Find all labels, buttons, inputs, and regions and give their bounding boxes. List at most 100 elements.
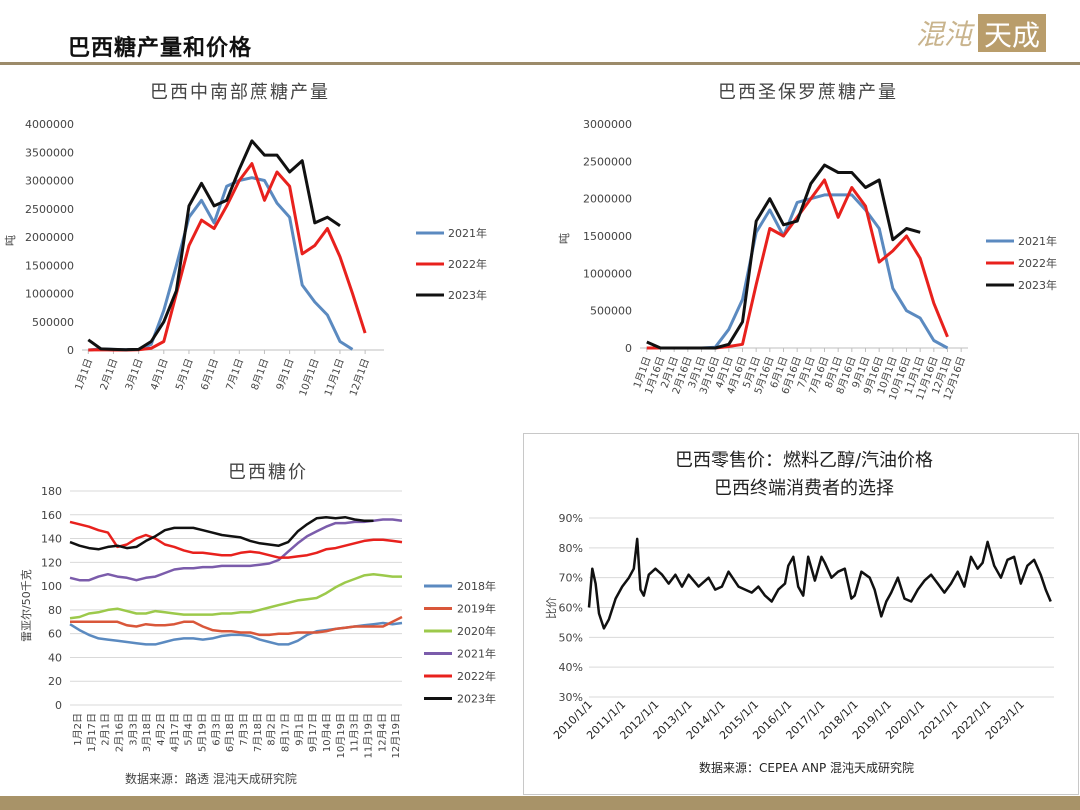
y-axis-label: 比价	[545, 597, 558, 619]
series-line-4	[69, 520, 403, 559]
series-line-5	[69, 515, 374, 551]
x-tick-label: 9月1日	[274, 357, 296, 392]
legend-label: 2021年	[448, 226, 487, 240]
y-tick-label: 40%	[559, 661, 583, 674]
legend-label: 2022年	[1018, 256, 1057, 270]
header-divider	[0, 62, 1080, 65]
y-tick-label: 60	[48, 628, 62, 641]
series-line-1	[70, 615, 403, 637]
y-tick-label: 70%	[559, 572, 583, 585]
legend-label: 2021年	[1018, 234, 1057, 248]
chart-title: 巴西零售价：燃料乙醇/汽油价格	[675, 450, 933, 471]
y-axis-label: 吨	[558, 233, 571, 244]
y-tick-label: 30%	[559, 691, 583, 704]
y-tick-label: 50%	[559, 631, 583, 644]
x-tick-label: 4月1日	[148, 357, 170, 392]
x-tick-label: 6月1日	[198, 357, 220, 392]
y-tick-label: 3500000	[25, 146, 74, 159]
x-tick-label: 2月16日	[113, 713, 125, 752]
x-tick-label: 2月1日	[100, 713, 112, 746]
chart-central-south-sugar-production: 巴西中南部蔗糖产量 0 500000 1000000 1500000 2000000 250…	[4, 82, 487, 398]
y-axis-label: 雷亚尔/50千克	[20, 569, 33, 642]
y-tick-label: 0	[67, 344, 74, 357]
y-tick-label: 60%	[559, 602, 583, 615]
chart-subtitle: 巴西终端消费者的选择	[714, 478, 894, 499]
y-tick-label: 1500000	[583, 230, 632, 243]
x-tick-label: 10月1日	[297, 357, 322, 398]
chart-sao-paulo-sugar-production: 巴西圣保罗蔗糖产量 0 500000 1000000 1500000 2000000 250…	[558, 82, 1057, 402]
series-line-1	[88, 162, 367, 352]
page-title: 巴西糖产量和价格	[68, 36, 253, 61]
y-tick-label: 20	[48, 675, 62, 688]
x-tick-label: 11月19日	[362, 713, 374, 758]
x-tick-label: 7月3日	[238, 713, 250, 746]
y-tick-label: 1000000	[25, 288, 74, 301]
y-tick-label: 2000000	[25, 231, 74, 244]
x-tick-label: 8月2日	[266, 713, 278, 746]
x-tick-label: 8月1日	[249, 357, 271, 392]
chart-brazil-sugar-price: 巴西糖价 0 20 40 60 80 100 120 140 160 180 雷亚尔/50千克 1月2日…	[20, 462, 496, 786]
brand-logo: 混沌 天成	[916, 14, 1046, 52]
x-tick-label: 1月2日	[72, 713, 84, 746]
x-tick-label: 3月1日	[123, 357, 145, 392]
x-tick-label: 12月19日	[390, 713, 402, 758]
legend-label: 2018年	[457, 579, 496, 593]
x-tick-label: 5月1日	[173, 357, 195, 392]
y-tick-label: 0	[625, 342, 632, 355]
x-tick-label: 6月3日	[210, 713, 222, 746]
x-tick-label: 8月17日	[279, 713, 291, 752]
x-tick-label: 4月17日	[169, 713, 181, 752]
y-tick-label: 2000000	[583, 193, 632, 206]
x-tick-label: 9月17日	[307, 713, 319, 752]
legend-label: 2023年	[1018, 278, 1057, 292]
y-tick-label: 120	[41, 556, 62, 569]
x-tick-label: 7月18日	[252, 713, 264, 752]
y-tick-label: 3000000	[583, 118, 632, 131]
legend-label: 2022年	[457, 669, 496, 683]
y-tick-label: 500000	[590, 305, 632, 318]
x-tick-label: 3月18日	[141, 713, 153, 752]
legend-label: 2022年	[448, 257, 487, 271]
chart-title: 巴西圣保罗蔗糖产量	[718, 82, 898, 103]
x-tick-label: 12月4日	[376, 713, 388, 752]
x-tick-label: 3月3日	[127, 713, 139, 746]
x-tick-label: 5月4日	[183, 713, 195, 746]
y-tick-label: 0	[55, 699, 62, 712]
x-tick-label: 1月1日	[73, 357, 95, 392]
y-tick-label: 80%	[559, 542, 583, 555]
series-line-2	[87, 139, 341, 352]
series-line-0	[587, 537, 1052, 630]
series-line-3	[69, 518, 403, 582]
x-tick-label: 10月4日	[321, 713, 333, 752]
chart-frame-ethanol-gasoline: 巴西零售价：燃料乙醇/汽油价格 巴西终端消费者的选择 30% 40% 50% 60% 70%…	[523, 433, 1079, 795]
legend-label: 2019年	[457, 602, 496, 616]
series-line-2	[69, 572, 402, 620]
y-tick-label: 2500000	[583, 155, 632, 168]
source-note: 数据来源：CEPEA ANP 混沌天成研究院	[699, 760, 914, 775]
x-tick-label: 10月19日	[335, 713, 347, 758]
y-tick-label: 500000	[32, 316, 74, 329]
x-tick-label: 5月19日	[196, 713, 208, 752]
y-tick-label: 4000000	[25, 118, 74, 131]
logo-text-left: 混沌	[916, 18, 975, 51]
y-tick-label: 100	[41, 580, 62, 593]
y-tick-label: 140	[41, 533, 62, 546]
chart-title: 巴西中南部蔗糖产量	[150, 82, 330, 103]
legend-label: 2023年	[448, 288, 487, 302]
chart-title: 巴西糖价	[228, 462, 308, 483]
x-tick-label: 7月1日	[224, 357, 246, 392]
y-tick-label: 90%	[559, 512, 583, 525]
x-tick-label: 11月3日	[349, 713, 361, 752]
legend-label: 2021年	[457, 647, 496, 661]
y-axis-label: 吨	[4, 235, 17, 246]
y-tick-label: 40	[48, 651, 62, 664]
legend-label: 2023年	[457, 692, 496, 706]
x-tick-label: 4月2日	[155, 713, 167, 746]
y-tick-label: 3000000	[25, 175, 74, 188]
x-tick-label: 1月17日	[86, 713, 98, 752]
logo-text-right: 天成	[984, 19, 1040, 52]
y-tick-label: 2500000	[25, 203, 74, 216]
footer-bar	[0, 796, 1080, 810]
y-tick-label: 80	[48, 604, 62, 617]
